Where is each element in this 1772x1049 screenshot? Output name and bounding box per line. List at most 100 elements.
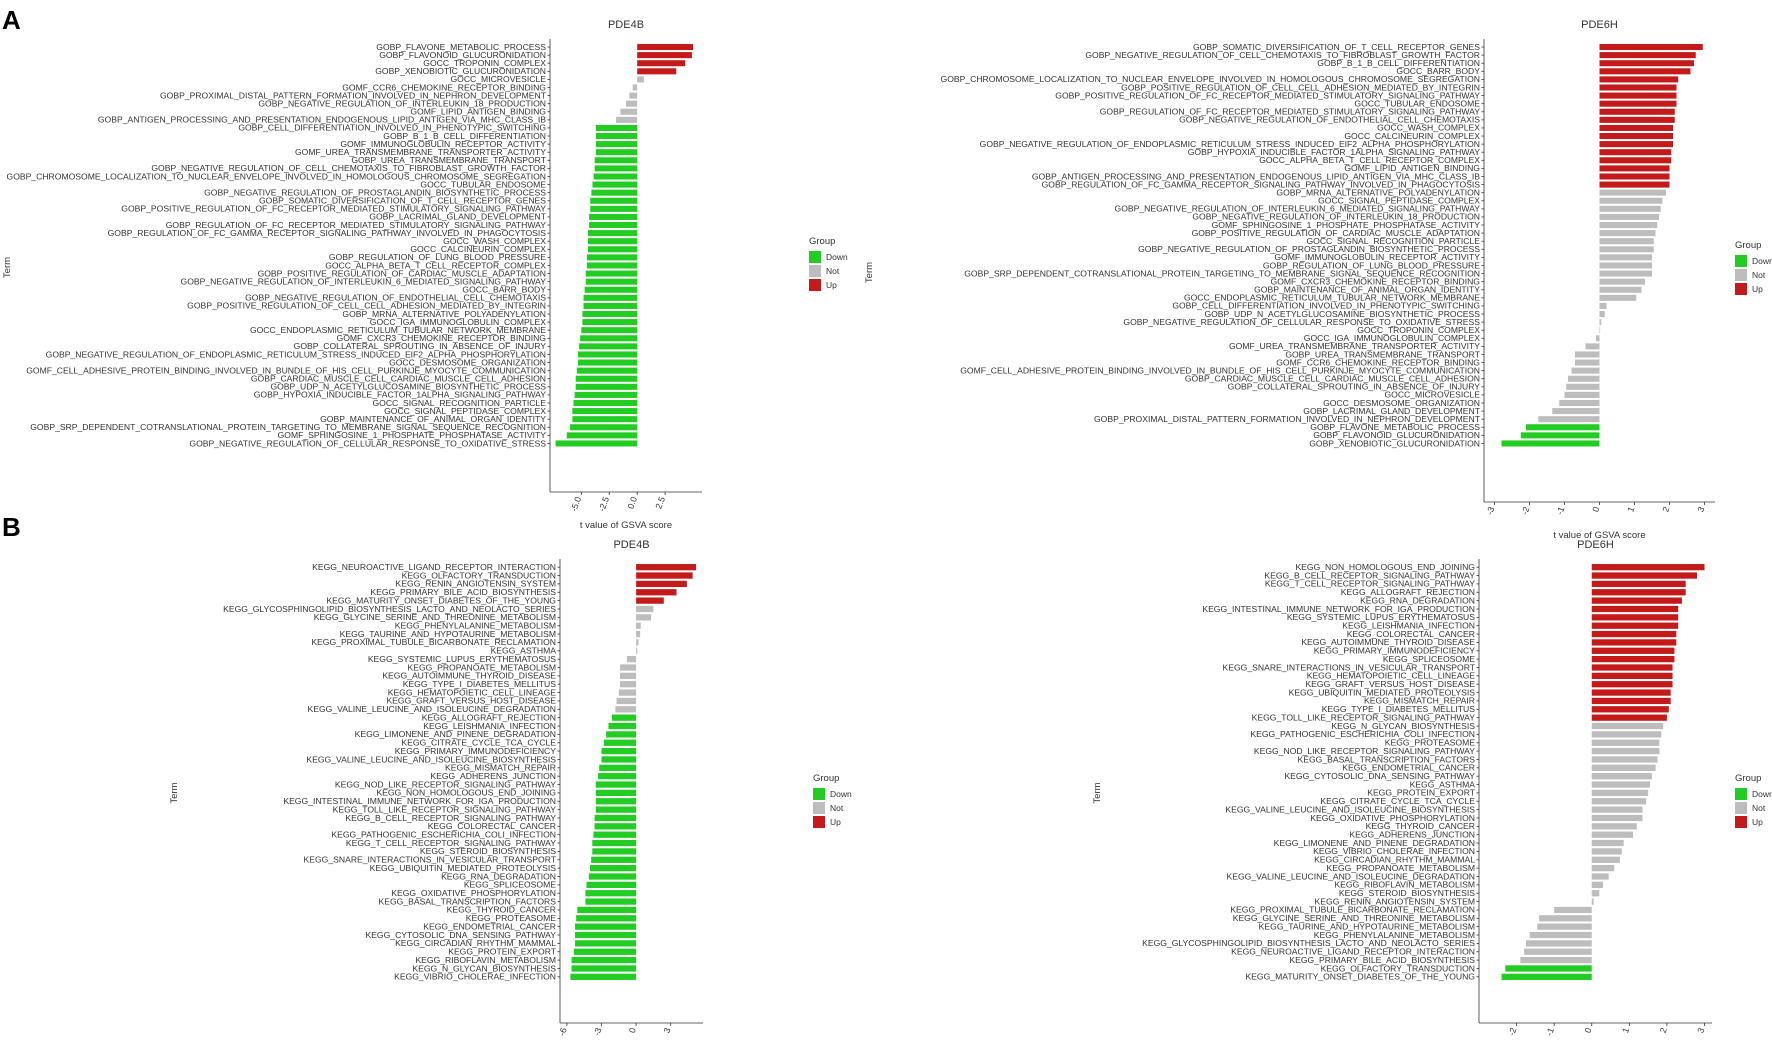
bar — [1591, 823, 1637, 830]
bar — [1591, 814, 1643, 822]
x-tick-label: -1 — [1544, 1026, 1556, 1037]
category-label: KEGG_COLORECTAL_CANCER — [1347, 629, 1475, 639]
category-label: KEGG_NEUROACTIVE_LIGAND_RECEPTOR_INTERAC… — [312, 562, 556, 572]
bar — [618, 689, 637, 696]
category-label: KEGG_PROPANOATE_METABOLISM — [1326, 863, 1475, 873]
category-label: GOCC_ALPHA_BETA_T_CELL_RECEPTOR_COMPLEX — [1259, 155, 1480, 165]
bar — [1591, 589, 1686, 596]
panel-label-a: A — [2, 5, 21, 35]
legend-label-down: Down — [830, 789, 852, 799]
category-label: KEGG_MISMATCH_REPAIR — [445, 763, 556, 773]
bar — [572, 416, 638, 423]
legend-swatch-not — [1735, 269, 1747, 281]
bar — [595, 149, 638, 156]
bar — [1591, 697, 1671, 705]
bar — [608, 722, 637, 730]
bar — [637, 68, 677, 75]
category-label: KEGG_NON_HOMOLOGOUS_END_JOINING — [376, 788, 556, 798]
y-axis-title: Term — [169, 782, 180, 803]
category-label: KEGG_ALLOGRAFT_REJECTION — [422, 712, 556, 722]
bar — [1591, 580, 1686, 588]
category-label: GOCC_DESMOSOME_ORGANIZATION — [389, 357, 546, 367]
bar — [595, 781, 637, 788]
category-label: KEGG_HEMATOPOIETIC_CELL_LINEAGE — [1307, 671, 1476, 681]
bar — [1538, 416, 1600, 423]
category-label: GOBP_NEGATIVE_REGULATION_OF_PROSTAGLANDI… — [1138, 244, 1480, 254]
bar — [585, 898, 637, 905]
bar — [1599, 76, 1679, 83]
bar — [583, 294, 638, 301]
y-axis-title: Term — [864, 262, 875, 283]
category-label: KEGG_NEUROACTIVE_LIGAND_RECEPTOR_INTERAC… — [1231, 947, 1475, 957]
chart-title: PDE6H — [1577, 539, 1614, 551]
y-axis-title: Term — [1092, 782, 1103, 803]
bar — [1591, 605, 1679, 613]
bar — [580, 335, 638, 342]
legend-title: Group — [813, 773, 839, 784]
x-tick-label: 3 — [662, 1026, 673, 1034]
bar — [636, 622, 641, 629]
bar — [1501, 440, 1600, 447]
bar — [1559, 399, 1600, 407]
category-label: GOCC_SIGNAL_RECOGNITION_PARTICLE — [372, 398, 546, 408]
bar — [1552, 408, 1600, 415]
legend-swatch-up — [813, 816, 825, 828]
bar — [1591, 664, 1673, 671]
category-label: KEGG_CITRATE_CYCLE_TCA_CYCLE — [1320, 796, 1475, 806]
bar — [637, 60, 686, 67]
bar — [582, 319, 638, 326]
category-label: GOBP_FLAVONE_METABOLIC_PROCESS — [376, 42, 546, 52]
bar — [1591, 639, 1677, 646]
bar — [632, 84, 638, 91]
category-label: GOBP_CELL_DIFFERENTIATION_INVOLVED_IN_PH… — [238, 123, 546, 133]
bar — [619, 681, 637, 688]
category-label: KEGG_HEMATOPOIETIC_CELL_LINEAGE — [388, 687, 557, 697]
bar — [636, 564, 697, 571]
chart-go-pde6h: PDE6H GOBP_SOMATIC_DIVERSIFICATION_OF_T_C… — [864, 19, 1772, 541]
bar — [1591, 898, 1594, 905]
category-label: KEGG_MISMATCH_REPAIR — [1364, 696, 1475, 706]
bar — [1591, 689, 1671, 696]
category-label: KEGG_VALINE_LEUCINE_AND_ISOLEUCINE_DEGRA… — [1227, 871, 1476, 881]
category-label: KEGG_BASAL_TRANSCRIPTION_FACTORS — [379, 896, 557, 906]
category-label: GOBP_SRP_DEPENDENT_COTRANSLATIONAL_PROTE… — [964, 268, 1480, 278]
category-label: KEGG_PROTEASOME — [466, 913, 557, 923]
bar — [1591, 672, 1673, 679]
bar — [1591, 806, 1643, 813]
category-label: KEGG_CYTOSOLIC_DNA_SENSING_PATHWAY — [365, 930, 556, 940]
bar — [590, 197, 638, 204]
category-label: GOBP_CHROMOSOME_LOCALIZATION_TO_NUCLEAR_… — [941, 74, 1480, 84]
bar — [577, 351, 638, 358]
category-label: GOBP_PROXIMAL_DISTAL_PATTERN_FORMATION_I… — [1094, 414, 1481, 424]
bar — [592, 839, 637, 847]
y-axis-title: Term — [2, 257, 13, 278]
category-label: GOBP_CARDIAC_MUSCLE_CELL_CARDIAC_MUSCLE_… — [251, 374, 546, 384]
category-label: GOCC_TROPONIN_COMPLEX — [423, 58, 546, 68]
category-label: KEGG_NOD_LIKE_RECEPTOR_SIGNALING_PATHWAY — [1254, 746, 1475, 756]
category-label: GOBP_LACRIMAL_GLAND_DEVELOPMENT — [1303, 406, 1480, 416]
category-label: KEGG_PROTEASOME — [1385, 738, 1476, 748]
x-tick-label: -3 — [1484, 505, 1496, 516]
category-label: KEGG_PATHOGENIC_ESCHERICHIA_COLI_INFECTI… — [1250, 729, 1475, 739]
x-tick-label: -5.0 — [569, 495, 584, 513]
bar — [1599, 165, 1670, 172]
category-label: KEGG_ASTHMA — [1410, 779, 1476, 789]
category-label: KEGG_PROPANOATE_METABOLISM — [407, 662, 556, 672]
category-label: KEGG_THYROID_CANCER — [1366, 821, 1475, 831]
category-label: GOBP_NEGATIVE_REGULATION_OF_CELL_CHEMOTA… — [1085, 50, 1480, 60]
bar — [1599, 294, 1637, 301]
category-label: KEGG_ADHERENS_JUNCTION — [430, 771, 556, 781]
bar — [1599, 238, 1654, 245]
category-label: KEGG_UBIQUITIN_MEDIATED_PROTEOLYSIS — [1289, 687, 1476, 697]
bar — [1575, 351, 1600, 358]
legend-label-up: Up — [1752, 284, 1763, 294]
legend-label-not: Not — [1752, 270, 1766, 280]
chart-title: PDE6H — [1581, 19, 1618, 31]
category-label: GOCC_SIGNAL_PEPTIDASE_COMPLEX — [384, 406, 546, 416]
bar — [1554, 906, 1592, 914]
category-label: KEGG_PRIMARY_IMMUNODEFICIENCY — [1314, 646, 1476, 656]
bar — [636, 589, 677, 596]
category-label: GOMF_CXCR3_CHEMOKINE_RECEPTOR_BINDING — [1271, 276, 1481, 286]
bar — [1596, 335, 1600, 342]
category-label: KEGG_T_CELL_RECEPTOR_SIGNALING_PATHWAY — [346, 838, 556, 848]
